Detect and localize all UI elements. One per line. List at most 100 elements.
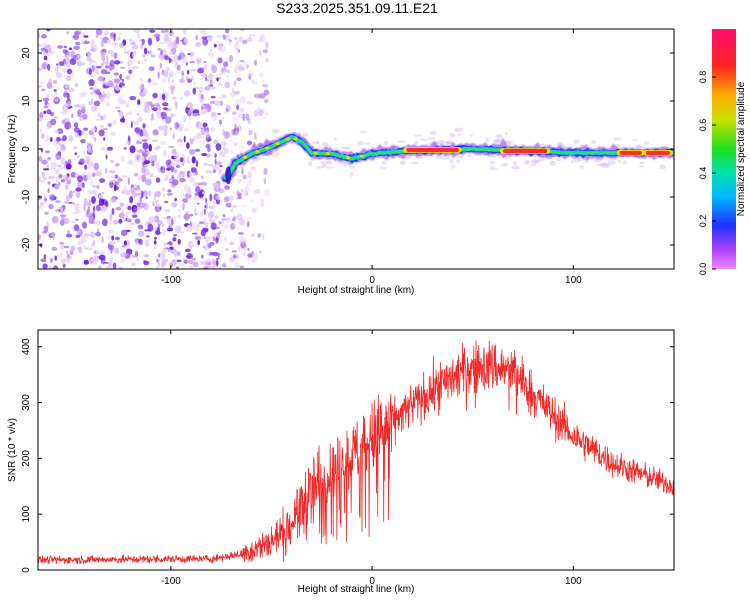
spectrogram-noise-cell — [146, 235, 150, 238]
spectrogram-noise-cell — [49, 265, 54, 269]
spectrogram-noise-cell — [81, 62, 86, 66]
spectrogram-noise-cell — [157, 71, 160, 79]
spectrogram-noise-cell — [203, 60, 207, 64]
spectrogram-halo-cell — [320, 160, 330, 165]
spectrogram-noise-cell — [214, 215, 219, 219]
spectrogram-noise-cell — [90, 241, 95, 247]
spectrogram-noise-cell — [179, 96, 183, 101]
spectrogram-noise-cell — [90, 149, 94, 155]
spectrogram-noise-cell — [115, 206, 122, 211]
spectrogram-noise-cell — [47, 181, 51, 185]
spectrogram-noise-cell — [100, 39, 105, 48]
spectrogram-noise-cell — [229, 219, 236, 225]
spectrogram-noise-cell — [230, 209, 234, 213]
spectrogram-noise-cell — [171, 79, 174, 83]
spectrogram-noise-cell — [137, 224, 144, 230]
spectrogram-noise-cell — [171, 179, 179, 186]
spectrogram-ridge — [220, 131, 674, 185]
spectrogram-noise-cell — [56, 164, 62, 168]
spectrogram-noise-cell — [201, 181, 208, 186]
spectrogram-noise-cell — [236, 178, 243, 183]
spectrogram-noise-cell — [141, 174, 147, 183]
spectrogram-noise-cell — [69, 123, 72, 129]
spectrogram-noise-cell — [69, 57, 77, 66]
spectrogram-noise-cell — [226, 217, 231, 221]
spectrogram-noise-cell — [83, 35, 89, 38]
spectrogram-noise-cell — [38, 67, 43, 72]
spectrogram-noise-cell — [98, 265, 102, 269]
spectrogram-noise-cell — [153, 240, 157, 245]
spectrogram-noise-cell — [77, 180, 82, 189]
spectrogram-noise-cell — [145, 195, 148, 200]
spectrogram-noise-cell — [235, 127, 239, 131]
spectrogram-noise-cell — [240, 63, 243, 66]
spectrogram-noise-cell — [83, 150, 86, 155]
spectrogram-halo-cell — [632, 138, 638, 141]
spectrogram-noise-cell — [234, 66, 238, 74]
spectrogram-noise-cell — [162, 187, 165, 192]
spectrogram-noise-cell — [70, 220, 76, 224]
spectrogram-noise-cell — [174, 100, 178, 108]
spectrogram-noise-cell — [119, 32, 122, 36]
spectrogram-noise-cell — [112, 84, 115, 89]
spectrogram-noise-cell — [63, 55, 71, 59]
spectrogram-noise-cell — [133, 29, 140, 33]
spectrogram-noise-cell — [169, 30, 174, 37]
spectrogram-noise-cell — [245, 190, 249, 197]
spectrogram-noise-cell — [195, 160, 199, 168]
spectrogram-noise-cell — [221, 219, 225, 228]
spectrogram-noise-cell — [73, 122, 79, 128]
spectrogram-noise-cell — [165, 29, 169, 33]
spectrogram-noise-cell — [91, 172, 96, 177]
spectrogram-noise-cell — [67, 159, 72, 165]
spectrogram-noise-cell — [73, 127, 80, 133]
spectrogram-noise-cell — [84, 164, 88, 170]
spectrogram-noise-cell — [74, 104, 81, 108]
spectrogram-noise-cell — [75, 191, 81, 199]
spectrogram-noise-cell — [223, 131, 230, 139]
spectrogram-noise-cell — [246, 100, 253, 105]
spectrogram-noise-cell — [225, 29, 230, 34]
spectrogram-noise-cell — [92, 257, 99, 265]
spectrogram-noise-cell — [182, 193, 185, 198]
snr-chart: -100 0 100 0 100 200 300 400 Height of straight… — [7, 329, 675, 595]
spectrogram-noise-cell — [135, 240, 139, 248]
spectrogram-halo-cell — [446, 142, 450, 146]
spectrogram-noise-cell — [194, 236, 202, 240]
spectrogram-halo-cell — [635, 144, 642, 149]
spectrogram-noise-cell — [262, 108, 265, 114]
spectrogram-noise-cell — [93, 162, 99, 171]
spectrogram-noise-cell — [207, 211, 214, 219]
spectrogram-noise-cell — [100, 147, 105, 151]
spectrogram-noise-cell — [251, 252, 259, 260]
spectrogram-noise-cell — [73, 146, 78, 149]
spectrogram-noise-cell — [149, 172, 154, 178]
spectrogram-noise-cell — [129, 145, 136, 154]
spectrogram-noise-cell — [220, 143, 226, 151]
spectrogram-noise-cell — [49, 194, 56, 201]
spectrogram-noise-cell — [127, 160, 134, 165]
spectrogram-noise-cell — [212, 164, 220, 171]
spectrogram-halo-cell — [504, 140, 513, 145]
spectrogram-noise-cell — [238, 192, 242, 199]
spectrogram-noise-cell — [38, 116, 43, 122]
spectrogram-noise-cell — [137, 99, 141, 105]
spectrogram-noise-cell — [140, 43, 143, 48]
spectrogram-noise-cell — [154, 207, 161, 213]
spectrogram-noise-cell — [75, 234, 81, 238]
spectrogram-noise-cell — [104, 85, 110, 88]
spectrogram-noise-cell — [81, 182, 85, 189]
spectrogram-noise-cell — [213, 200, 216, 205]
spectrogram-noise-cell — [168, 145, 175, 149]
spectrogram-noise-cell — [38, 156, 43, 162]
spectrogram-noise-cell — [112, 64, 115, 70]
spectrogram-noise-cell — [209, 193, 213, 202]
spectrogram-noise-cell — [236, 213, 243, 221]
spectrogram-halo-cell — [316, 141, 320, 145]
spectrogram-halo-cell — [322, 141, 329, 147]
spectrogram-halo-cell — [325, 166, 335, 169]
spectrogram-halo-cell — [485, 137, 490, 143]
spectrogram-halo-cell — [349, 171, 354, 177]
spectrogram-noise-cell — [46, 164, 49, 170]
spectrogram-noise-cell — [95, 29, 103, 36]
